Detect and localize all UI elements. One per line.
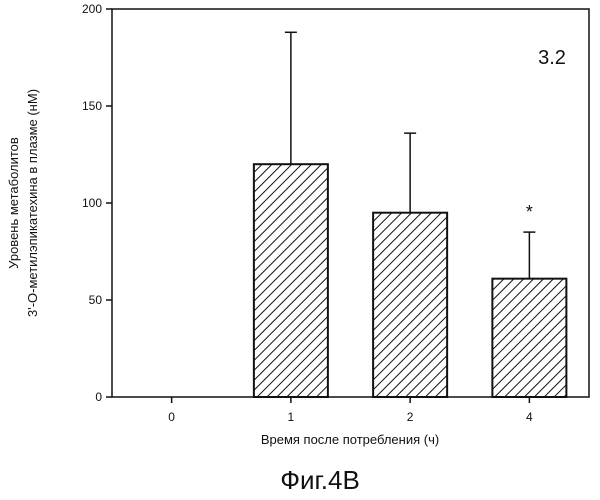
significance-marker-4: * — [526, 202, 533, 222]
annotation-label: 3.2 — [538, 47, 566, 69]
y-axis-label-line-1: Уровень метаболитов — [6, 137, 21, 269]
y-tick-label: 150 — [82, 99, 102, 113]
y-tick-label: 100 — [82, 196, 102, 210]
y-axis-label-line-2: 3'-О-метилэпикатехина в плазме (нМ) — [25, 89, 40, 317]
x-tick-label: 0 — [168, 410, 175, 424]
y-tick-label: 0 — [95, 390, 102, 404]
x-tick-label: 1 — [288, 410, 295, 424]
x-tick-label: 4 — [526, 410, 533, 424]
y-axis-ticks: 0 50 100 150 200 — [82, 2, 112, 404]
x-axis-ticks: 0 1 2 4 — [168, 397, 533, 424]
y-tick-label: 200 — [82, 2, 102, 16]
bar-2 — [373, 213, 447, 397]
bar-1 — [254, 164, 328, 397]
bar-4 — [492, 279, 566, 397]
x-tick-label: 2 — [407, 410, 414, 424]
y-tick-label: 50 — [89, 293, 103, 307]
figure-caption: Фиг.4В — [280, 465, 360, 495]
x-axis-label: Время после потребления (ч) — [261, 432, 439, 447]
